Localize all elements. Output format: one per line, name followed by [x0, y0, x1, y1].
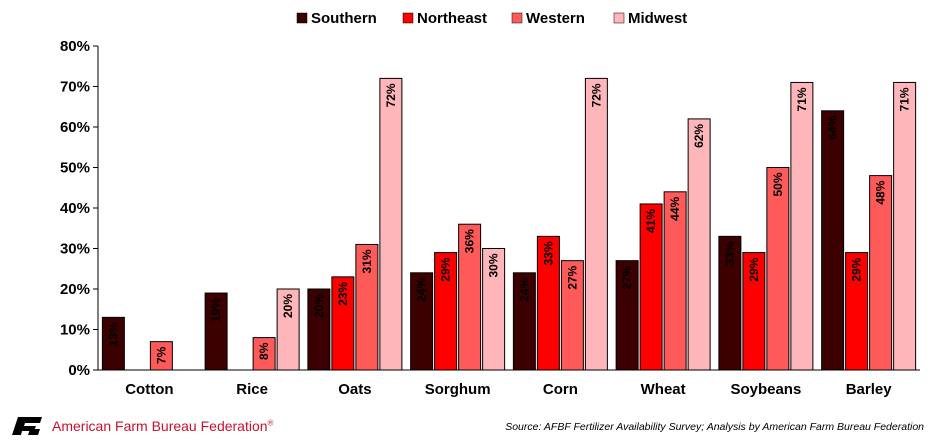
footer-logo: American Farm Bureau Federation® — [12, 417, 273, 435]
data-label: 72% — [384, 83, 398, 107]
data-label: 8% — [257, 342, 271, 360]
data-label: 30% — [487, 253, 501, 277]
organization-name: American Farm Bureau Federation® — [52, 418, 274, 434]
bar-midwest-soybeans — [790, 81, 814, 371]
legend-swatch-midwest — [613, 12, 625, 24]
bar-western-soybeans — [766, 167, 790, 371]
bar-midwest-barley — [893, 81, 917, 371]
legend-swatch-western — [511, 12, 523, 24]
data-label: 50% — [771, 172, 785, 196]
x-category-label: Sorghum — [425, 381, 491, 398]
x-category-label: Barley — [846, 381, 893, 398]
data-label: 13% — [106, 322, 120, 346]
legend-label-western: Western — [526, 10, 585, 27]
data-label: 7% — [154, 346, 168, 364]
data-label: 29% — [850, 257, 864, 281]
source-note: Source: AFBF Fertilizer Availability Sur… — [505, 421, 924, 433]
bar-chart: Southern Northeast Western Midwest 0% 10% 20%… — [60, 10, 920, 398]
x-category-label: Wheat — [641, 381, 686, 398]
data-label: 64% — [826, 115, 840, 139]
data-label: 62% — [692, 124, 706, 148]
bar-southern-barley — [821, 110, 845, 371]
y-tick-label: 0% — [68, 362, 90, 379]
data-label: 27% — [565, 265, 579, 289]
bar-midwest-corn — [584, 77, 608, 371]
data-label: 24% — [415, 277, 429, 301]
y-tick-label: 50% — [60, 160, 90, 177]
legend-swatch-southern — [296, 12, 308, 24]
bars: 13% 7% 19% 8% 20% 20% 23% 31% 72% 24% 29% 36% 30% 24%… — [101, 77, 917, 371]
y-tick-label: 40% — [60, 200, 90, 217]
data-label: 29% — [747, 257, 761, 281]
data-label: 41% — [644, 209, 658, 233]
x-category-label: Corn — [543, 381, 578, 398]
legend-label-northeast: Northeast — [417, 10, 487, 27]
legend-swatch-northeast — [402, 12, 414, 24]
data-label: 36% — [463, 229, 477, 253]
bar-midwest-wheat — [687, 118, 711, 371]
x-category-label: Oats — [338, 381, 371, 398]
data-label: 72% — [589, 83, 603, 107]
data-label: 71% — [898, 87, 912, 111]
y-tick-label: 30% — [60, 241, 90, 258]
fb-logo-icon — [12, 417, 42, 435]
x-category-label: Cotton — [125, 381, 173, 398]
legend: Southern Northeast Western Midwest — [296, 10, 687, 27]
data-label: 23% — [336, 282, 350, 306]
y-tick-label: 70% — [60, 79, 90, 96]
y-tick-label: 60% — [60, 119, 90, 136]
bar-midwest-oats — [379, 77, 403, 371]
data-label: 29% — [439, 257, 453, 281]
data-label: 24% — [517, 277, 531, 301]
x-category-label: Soybeans — [730, 381, 801, 398]
x-axis: Cotton Rice Oats Sorghum Corn Wheat Soybeans Ba… — [98, 369, 920, 398]
legend-label-midwest: Midwest — [628, 10, 687, 27]
y-tick-label: 10% — [60, 322, 90, 339]
x-category-label: Rice — [236, 381, 268, 398]
legend-label-southern: Southern — [311, 10, 377, 27]
y-axis: 0% 10% 20% 30% 40% 50% 60% 70% 80% — [60, 38, 99, 379]
data-label: 48% — [874, 180, 888, 204]
data-label: 20% — [281, 294, 295, 318]
data-label: 71% — [795, 87, 809, 111]
data-label: 20% — [312, 294, 326, 318]
data-label: 31% — [360, 249, 374, 273]
data-label: 44% — [668, 196, 682, 220]
data-label: 19% — [209, 298, 223, 322]
data-label: 27% — [620, 265, 634, 289]
data-label: 33% — [541, 241, 555, 265]
y-tick-label: 20% — [60, 281, 90, 298]
data-label: 33% — [723, 241, 737, 265]
y-tick-label: 80% — [60, 38, 90, 55]
